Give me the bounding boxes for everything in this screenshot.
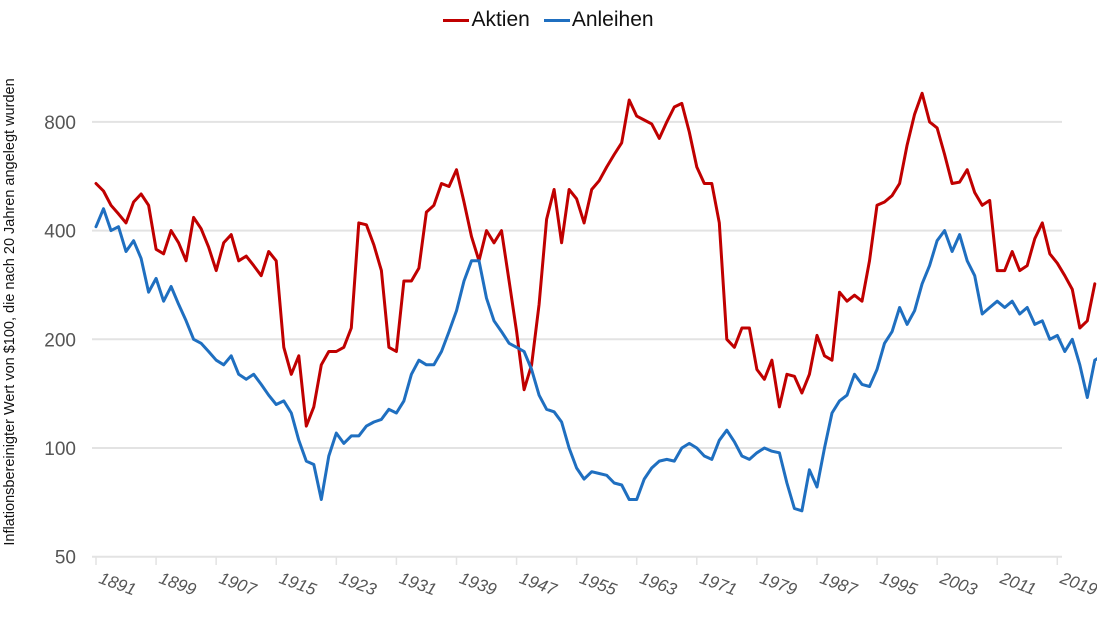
- legend-label-aktien: Aktien: [471, 8, 530, 31]
- y-tick-800: 800: [44, 113, 76, 134]
- legend-item-anleihen[interactable]: Anleihen: [543, 8, 654, 32]
- x-tick-1907: 1907: [217, 569, 260, 600]
- series-line-anleihen: [94, 207, 1097, 513]
- x-tick-1891: 1891: [97, 569, 139, 600]
- x-tick-1899: 1899: [157, 569, 200, 600]
- x-tick-2019: 2019: [1057, 568, 1097, 599]
- x-tick-1923: 1923: [337, 569, 380, 600]
- y-axis-ticks: 50 100 200 400 800: [44, 113, 76, 569]
- x-tick-1979: 1979: [757, 569, 800, 600]
- x-tick-1931: 1931: [397, 569, 439, 600]
- chart-legend: Aktien Anleihen: [0, 8, 1097, 32]
- series-line-aktien: [94, 91, 1097, 428]
- y-tick-100: 100: [44, 439, 76, 460]
- legend-swatch-anleihen: [543, 18, 570, 22]
- x-tick-2011: 2011: [997, 568, 1039, 599]
- y-tick-400: 400: [44, 222, 76, 243]
- x-axis-ticks: 1891 1899 1907 1915 1923 1931 1939 1947 1955 1963…: [97, 568, 1097, 599]
- x-tick-1971: 1971: [697, 569, 739, 600]
- x-tick-1947: 1947: [517, 569, 560, 600]
- x-tick-1995: 1995: [878, 569, 921, 600]
- x-tick-1963: 1963: [637, 569, 680, 600]
- x-tick-1987: 1987: [817, 569, 860, 600]
- x-tick-2003: 2003: [937, 568, 980, 599]
- series-lines: [94, 91, 1097, 513]
- x-tick-1939: 1939: [457, 569, 500, 600]
- x-tick-1915: 1915: [277, 569, 320, 600]
- x-tick-1955: 1955: [577, 569, 620, 600]
- gridlines: [92, 120, 1062, 565]
- legend-label-anleihen: Anleihen: [571, 8, 654, 31]
- y-tick-50: 50: [55, 548, 76, 569]
- y-tick-200: 200: [44, 330, 76, 351]
- legend-swatch-aktien: [443, 18, 470, 22]
- legend-item-aktien[interactable]: Aktien: [443, 8, 530, 32]
